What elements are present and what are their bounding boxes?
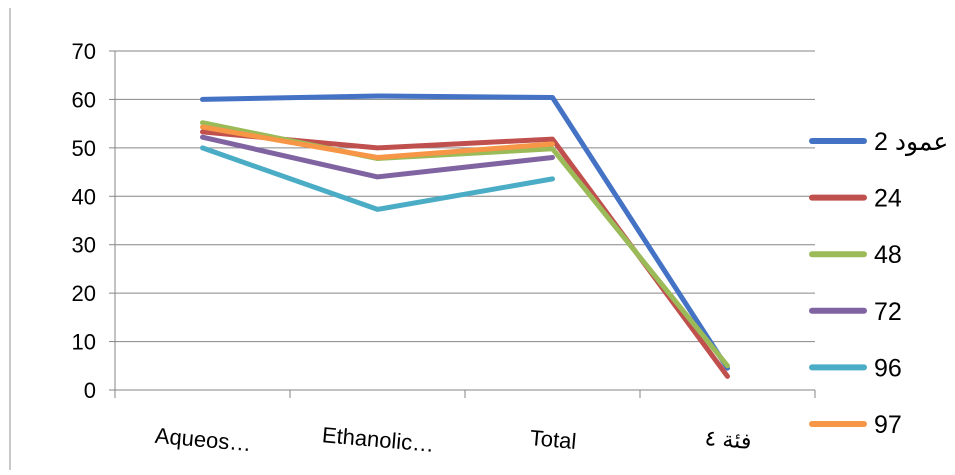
y-tick-label: 60	[72, 87, 96, 112]
x-category-label: فئة ٤	[704, 425, 753, 454]
series-line	[200, 93, 730, 371]
y-tick-label: 0	[84, 378, 96, 403]
legend-label: 48	[874, 241, 902, 269]
x-category-label: Aqueos…	[154, 423, 252, 456]
series-line	[200, 145, 555, 212]
legend-label: 97	[874, 411, 902, 439]
series-lines	[200, 93, 730, 379]
x-category-label: Ethanolic…	[321, 422, 435, 457]
series-line	[200, 124, 555, 160]
legend-label: 96	[874, 354, 902, 382]
legend-label: 24	[874, 185, 902, 213]
y-tick-label: 10	[72, 330, 96, 355]
x-axis-category-labels: Aqueos… Ethanolic… Total فئة ٤	[154, 422, 753, 457]
y-tick-label: 20	[72, 281, 96, 306]
y-tick-label: 50	[72, 136, 96, 161]
legend-label: عمود 2	[874, 128, 948, 156]
y-tick-label: 40	[72, 184, 96, 209]
axes	[109, 50, 816, 398]
legend-label: 72	[874, 298, 902, 326]
y-axis-tick-labels: 0 10 20 30 40 50 60 70	[72, 39, 96, 403]
y-tick-label: 30	[72, 233, 96, 258]
x-category-label: Total	[529, 425, 577, 454]
y-tick-label: 70	[72, 39, 96, 64]
legend: عمود 2 24 48 72 96 97	[809, 128, 948, 439]
series-line	[200, 134, 555, 180]
